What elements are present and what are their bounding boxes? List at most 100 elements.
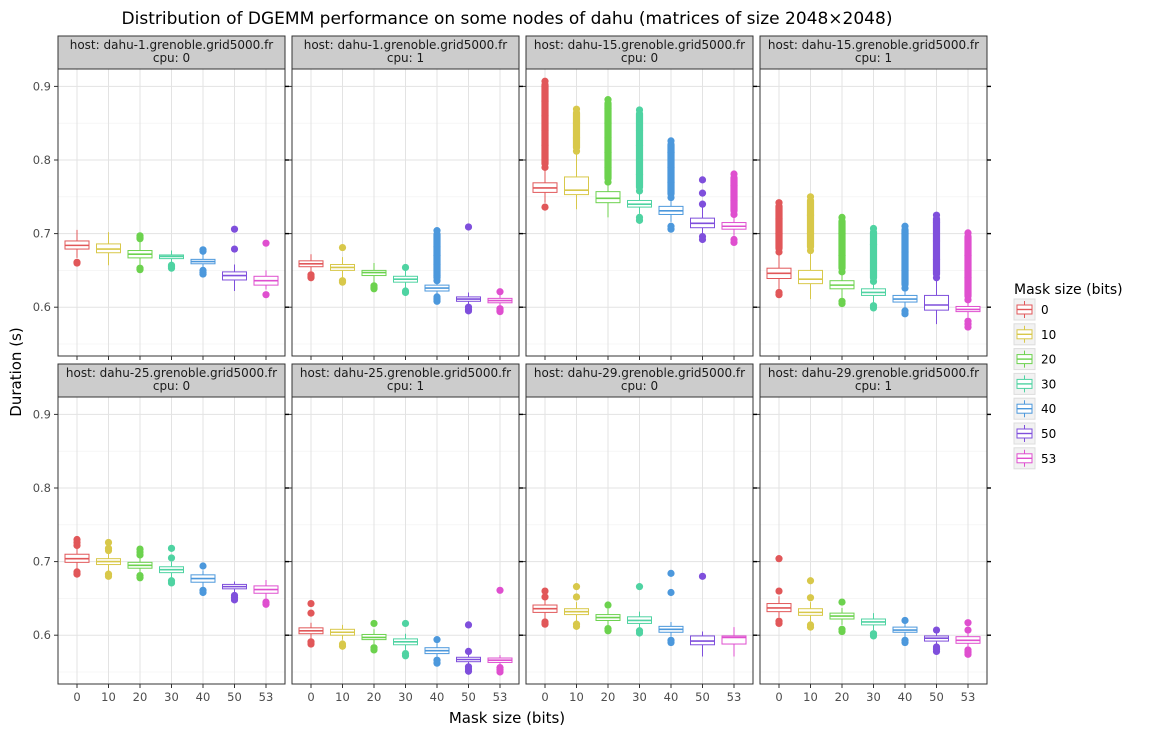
- facet-strip: [759, 363, 988, 398]
- box-53: [253, 580, 279, 608]
- box-40: [190, 246, 216, 278]
- box-10: [564, 105, 589, 210]
- box-outlier: [464, 663, 473, 671]
- box-outlier: [541, 618, 549, 626]
- box-30: [159, 250, 184, 272]
- facet-strip-cpu-label: cpu: 1: [855, 379, 892, 393]
- x-tick-label: 30: [398, 690, 413, 704]
- legend: Mask size (bits) 0 10 20 30 40 50 53: [1013, 282, 1123, 470]
- box-outlier: [73, 568, 81, 576]
- facet-strip-host-label: host: dahu-15.grenoble.grid5000.fr: [768, 38, 979, 52]
- box-50: [924, 211, 949, 325]
- box-outlier: [230, 245, 239, 253]
- box-outlier: [806, 594, 815, 602]
- box-outlier: [635, 213, 644, 222]
- box-outlier: [635, 583, 644, 591]
- box-outlier: [806, 577, 815, 585]
- box-outlier-cluster: [541, 81, 549, 168]
- box-outlier: [496, 586, 504, 594]
- box-20: [127, 232, 153, 274]
- y-tick-label: 0.7: [33, 555, 51, 569]
- box-outlier: [199, 562, 207, 570]
- box-outlier-cluster: [572, 109, 581, 152]
- box-outlier: [901, 636, 909, 644]
- box-outlier: [307, 638, 315, 646]
- box-outlier: [338, 277, 347, 285]
- box-outlier: [262, 239, 270, 247]
- box-30: [393, 619, 418, 660]
- box-outlier: [167, 554, 176, 562]
- legend-item-30: 30: [1013, 372, 1056, 395]
- box-outlier-cluster: [775, 202, 783, 252]
- box-iqr: [721, 635, 747, 645]
- x-tick-label: 40: [430, 690, 445, 704]
- box-outlier: [667, 636, 675, 644]
- box-30: [861, 224, 886, 312]
- box-20: [127, 545, 153, 582]
- box-outlier: [464, 647, 473, 655]
- legend-item-label: 20: [1041, 353, 1056, 367]
- facet-strip-cpu-label: cpu: 0: [621, 51, 658, 65]
- box-53: [487, 288, 513, 316]
- box-0: [532, 587, 558, 628]
- box-0: [298, 254, 324, 282]
- box-outlier: [464, 303, 473, 311]
- box-50: [456, 223, 481, 315]
- box-outlier: [433, 293, 441, 301]
- box-40: [892, 222, 918, 318]
- box-50: [222, 225, 247, 292]
- box-outlier: [307, 599, 315, 608]
- box-40: [424, 227, 450, 305]
- box-outlier: [230, 225, 239, 233]
- facet-strip-host-label: host: dahu-1.grenoble.grid5000.fr: [304, 38, 508, 52]
- box-outlier: [230, 591, 239, 600]
- box-outlier: [496, 288, 504, 296]
- x-tick-label: 10: [803, 690, 818, 704]
- legend-item-0: 0: [1013, 298, 1049, 321]
- box-50: [690, 572, 715, 657]
- box-10: [96, 538, 121, 580]
- y-tick-label: 0.9: [33, 79, 51, 93]
- box-10: [96, 232, 121, 266]
- box-iqr: [924, 294, 949, 311]
- box-iqr: [564, 176, 589, 196]
- x-tick-label: 50: [461, 690, 476, 704]
- x-tick-label: 0: [541, 690, 548, 704]
- box-outlier: [401, 650, 410, 658]
- box-outlier: [838, 625, 846, 633]
- box-outlier: [698, 200, 707, 208]
- box-outlier: [698, 189, 707, 197]
- box-outlier-cluster: [635, 109, 644, 191]
- legend-item-label: 0: [1041, 303, 1049, 317]
- box-outlier: [104, 570, 113, 578]
- facet-strip: [759, 35, 988, 70]
- box-outlier: [401, 263, 410, 272]
- box-50: [690, 176, 715, 244]
- legend-item-label: 40: [1041, 402, 1056, 416]
- box-53: [955, 229, 981, 331]
- x-tick-label: 50: [929, 690, 944, 704]
- facet-strip-cpu-label: cpu: 0: [153, 379, 190, 393]
- box-40: [658, 569, 684, 647]
- box-outlier-cluster: [932, 215, 941, 278]
- box-outlier: [262, 598, 270, 606]
- facet-panels: host: dahu-1.grenoble.grid5000.fr cpu: 0 0…: [33, 35, 991, 704]
- box-outlier: [136, 571, 144, 580]
- box-outlier: [667, 569, 675, 577]
- x-tick-label: 50: [227, 690, 242, 704]
- box-outlier: [136, 232, 144, 240]
- box-outlier: [199, 586, 207, 594]
- box-outlier: [869, 302, 878, 310]
- box-outlier-cluster: [838, 217, 846, 272]
- box-outlier-cluster: [901, 226, 909, 289]
- box-outlier: [932, 643, 941, 651]
- box-outlier: [901, 307, 909, 315]
- box-outlier: [775, 587, 783, 595]
- facet-strip: [57, 35, 286, 70]
- box-40: [892, 616, 918, 647]
- box-0: [64, 535, 90, 578]
